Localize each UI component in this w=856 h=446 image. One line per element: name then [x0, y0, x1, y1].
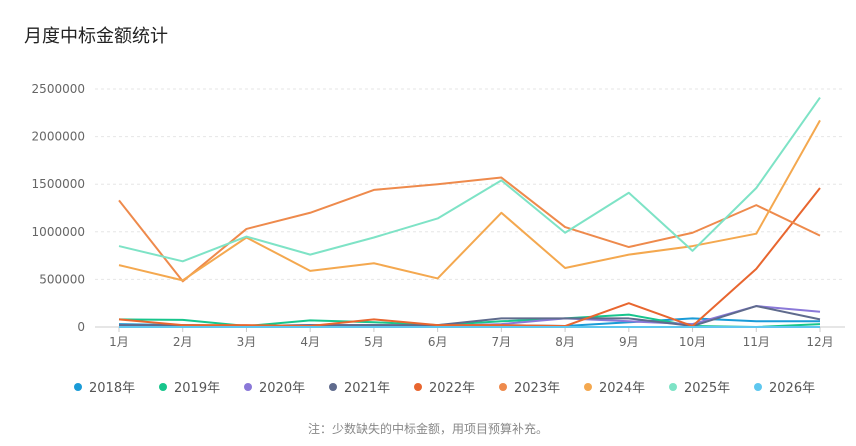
- y-tick-label: 1000000: [32, 225, 85, 239]
- y-tick-label: 2000000: [32, 130, 85, 144]
- legend-dot-icon: [244, 382, 252, 391]
- legend-label: 2025年: [684, 381, 731, 396]
- series-line-2022年: [118, 187, 821, 328]
- legend-item[interactable]: 2022年: [414, 377, 499, 396]
- x-tick-label: 4月: [300, 335, 320, 349]
- legend-item[interactable]: 2020年: [244, 377, 329, 396]
- x-tick-label: 8月: [555, 335, 575, 349]
- legend-dot-icon: [754, 382, 762, 391]
- legend-label: 2020年: [259, 381, 306, 396]
- y-tick-label: 2500000: [32, 82, 85, 96]
- legend-dot-icon: [74, 382, 82, 391]
- legend-dot-icon: [584, 382, 592, 391]
- y-tick-label: 1500000: [32, 177, 85, 191]
- x-tick-label: 9月: [619, 335, 639, 349]
- legend-label: 2019年: [174, 381, 221, 396]
- legend-dot-icon: [329, 382, 337, 391]
- x-tick-label: 3月: [237, 335, 257, 349]
- chart-title: 月度中标金额统计: [24, 26, 168, 47]
- x-tick-label: 5月: [364, 335, 384, 349]
- legend-label: 2021年: [344, 381, 391, 396]
- x-tick-label: 6月: [428, 335, 448, 349]
- x-tick-label: 2月: [173, 335, 193, 349]
- chart-legend: 2018年 2019年 2020年 2021年 2022年 2023年 2024年 2025年…: [74, 377, 839, 396]
- x-tick-label: 7月: [492, 335, 512, 349]
- legend-item[interactable]: 2024年: [584, 377, 669, 396]
- series-line-2025年: [118, 96, 821, 263]
- x-tick-label: 10月: [679, 335, 706, 349]
- x-tick-label: 11月: [743, 335, 770, 349]
- legend-label: 2023年: [514, 381, 561, 396]
- series-line-2023年: [118, 176, 821, 283]
- legend-dot-icon: [159, 382, 167, 391]
- x-tick-label: 1月: [109, 335, 129, 349]
- legend-item[interactable]: 2026年: [754, 377, 839, 396]
- legend-item[interactable]: 2019年: [159, 377, 244, 396]
- legend-dot-icon: [669, 382, 677, 391]
- legend-item[interactable]: 2025年: [669, 377, 754, 396]
- chart-note: 注：少数缺失的中标金额，用项目预算补充。: [307, 422, 548, 436]
- legend-label: 2022年: [429, 381, 476, 396]
- legend-label: 2018年: [89, 381, 136, 396]
- y-tick-label: 0: [77, 320, 85, 334]
- y-tick-label: 500000: [39, 272, 85, 286]
- x-tick-label: 12月: [806, 335, 833, 349]
- series-line-2024年: [118, 119, 821, 282]
- legend-dot-icon: [414, 382, 422, 391]
- legend-label: 2026年: [769, 381, 816, 396]
- legend-item[interactable]: 2023年: [499, 377, 584, 396]
- legend-item[interactable]: 2018年: [74, 377, 159, 396]
- legend-item[interactable]: 2021年: [329, 377, 414, 396]
- legend-label: 2024年: [599, 381, 646, 396]
- legend-dot-icon: [499, 382, 507, 391]
